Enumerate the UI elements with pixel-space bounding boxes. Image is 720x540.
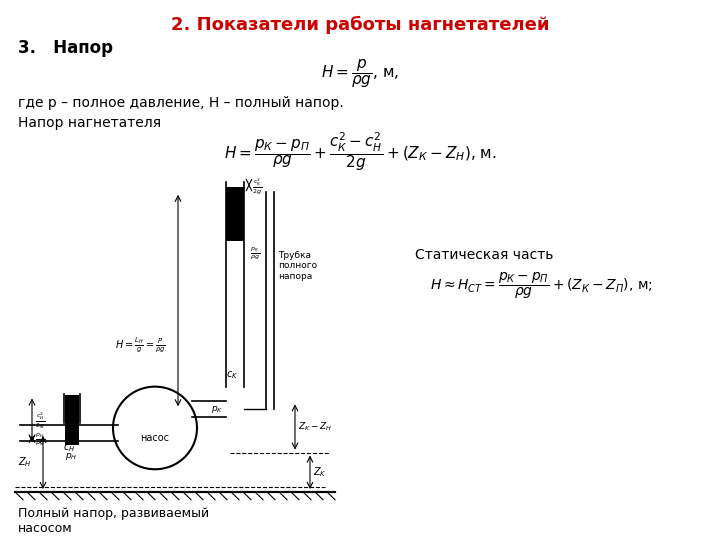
Text: Напор нагнетателя: Напор нагнетателя: [18, 116, 161, 130]
Text: $c_H$: $c_H$: [63, 442, 75, 454]
Text: $c_K$: $c_K$: [226, 369, 238, 381]
Text: $\frac{p_H}{\rho g}$: $\frac{p_H}{\rho g}$: [35, 431, 45, 447]
Text: $H=\frac{L_H}{g}=\frac{P}{\rho g}$: $H=\frac{L_H}{g}=\frac{P}{\rho g}$: [114, 335, 166, 354]
Text: $Z_K$: $Z_K$: [313, 465, 327, 479]
Text: $H \approx H_{СТ} = \dfrac{p_{К} - p_{П}}{\rho g} + (Z_{К} - Z_{П})$, м;: $H \approx H_{СТ} = \dfrac{p_{К} - p_{П}…: [430, 271, 652, 301]
Text: 2. Показатели работы нагнетателей: 2. Показатели работы нагнетателей: [171, 16, 549, 34]
Text: Полный напор, развиваемый
насосом: Полный напор, развиваемый насосом: [18, 507, 209, 535]
Text: где р – полное давление, Н – полный напор.: где р – полное давление, Н – полный напо…: [18, 97, 343, 110]
Text: насос: насос: [140, 433, 169, 443]
Text: $Z_K - Z_H$: $Z_K - Z_H$: [298, 421, 333, 433]
Text: Трубка
полного
напора: Трубка полного напора: [278, 251, 317, 281]
Bar: [226, 187, 244, 241]
Text: $H = \dfrac{p_{К} - p_{П}}{\rho g} + \dfrac{c_{К}^{2} - c_{Н}^{2}}{2g} + (Z_{К} : $H = \dfrac{p_{К} - p_{П}}{\rho g} + \df…: [224, 130, 496, 173]
Text: 3.   Напор: 3. Напор: [18, 39, 113, 57]
Text: Статическая часть: Статическая часть: [415, 248, 554, 262]
Text: $\frac{c_K^2}{2g}$: $\frac{c_K^2}{2g}$: [252, 177, 262, 197]
Text: $\frac{c_H^2}{2g}$: $\frac{c_H^2}{2g}$: [35, 410, 45, 430]
Text: $\frac{p_K}{\rho g}$: $\frac{p_K}{\rho g}$: [250, 245, 260, 261]
Text: $p_K$: $p_K$: [211, 404, 223, 415]
Text: $Z_H$: $Z_H$: [18, 455, 32, 469]
Text: $H = \dfrac{p}{\rho g}$, м,: $H = \dfrac{p}{\rho g}$, м,: [321, 57, 399, 90]
Text: $p_H$: $p_H$: [65, 451, 77, 462]
Bar: [65, 395, 79, 444]
